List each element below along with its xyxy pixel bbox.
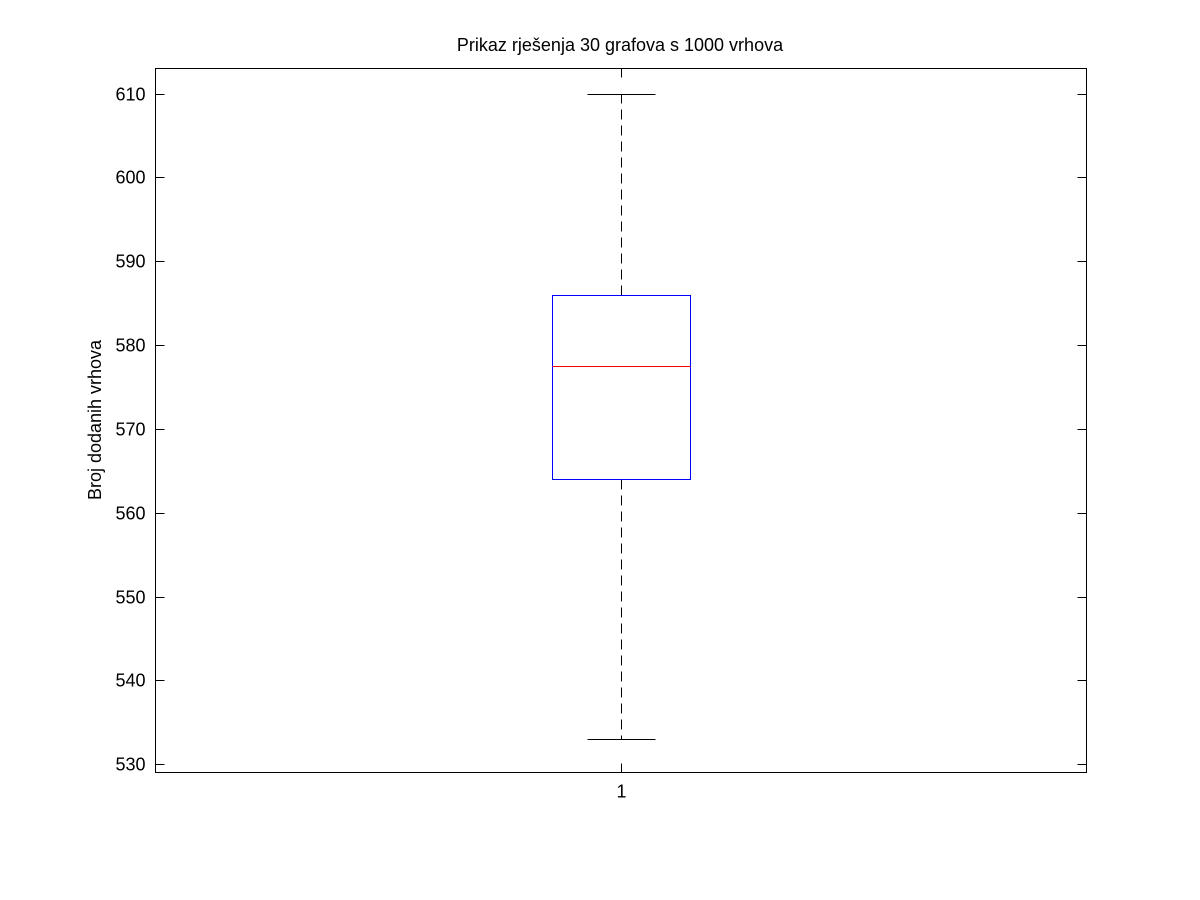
x-axis: 1 bbox=[616, 68, 627, 802]
y-tick-label: 570 bbox=[115, 420, 145, 440]
y-tick-label: 600 bbox=[115, 168, 145, 188]
y-tick-label: 560 bbox=[115, 504, 145, 524]
x-tick-label: 1 bbox=[616, 782, 626, 802]
box-group bbox=[552, 94, 691, 740]
y-tick-label: 590 bbox=[115, 252, 145, 272]
y-tick-label: 540 bbox=[115, 671, 145, 691]
y-tick-label: 580 bbox=[115, 336, 145, 356]
chart-title: Prikaz rješenja 30 grafova s 1000 vrhova bbox=[457, 35, 784, 55]
y-axis-label: Broj dodanih vrhova bbox=[85, 339, 105, 500]
y-tick-label: 610 bbox=[115, 85, 145, 105]
box-iqr bbox=[552, 295, 691, 480]
y-tick-label: 530 bbox=[115, 755, 145, 775]
y-tick-label: 550 bbox=[115, 588, 145, 608]
y-axis: 530 540 550 560 570 580 590 600 610 bbox=[115, 85, 1087, 775]
